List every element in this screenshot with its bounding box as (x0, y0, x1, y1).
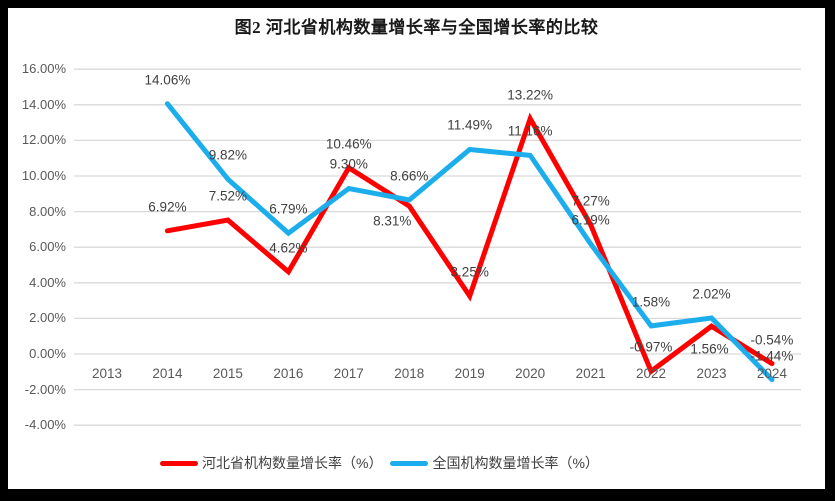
x-axis-tick-label: 2019 (454, 366, 485, 381)
x-axis-tick-label: 2023 (696, 366, 727, 381)
data-label: 6.92% (148, 199, 187, 215)
y-axis-tick-label: 0.00% (29, 346, 66, 361)
x-axis-tick-label: 2022 (636, 366, 667, 381)
data-label: 7.52% (208, 188, 248, 204)
data-label: -0.97% (629, 339, 673, 355)
data-label: 11.49% (447, 117, 493, 133)
x-axis-tick-label: 2013 (91, 366, 123, 381)
legend: 河北省机构数量增长率（%） 全国机构数量增长率（%） (160, 452, 599, 474)
chart-frame (8, 8, 825, 489)
data-label: 3.25% (450, 264, 489, 280)
y-axis-tick-label: 4.00% (29, 274, 66, 290)
y-axis-tick-label: -4.00% (24, 417, 66, 433)
x-axis-tick-label: 2014 (152, 366, 183, 381)
legend-label-national: 全国机构数量增长率（%） (432, 455, 599, 471)
data-label: 4.62% (269, 240, 308, 256)
x-axis-tick-label: 2020 (515, 366, 546, 381)
data-label: 8.66% (390, 168, 429, 184)
x-axis-tick-label: 2024 (756, 366, 787, 381)
data-label: 1.58% (631, 294, 671, 310)
y-axis-tick-label: 12.00% (21, 132, 66, 148)
y-axis-tick-label: -2.00% (24, 381, 66, 397)
chart-title: 图2 河北省机构数量增长率与全国增长率的比较 (234, 18, 599, 37)
data-label: 14.06% (144, 72, 191, 88)
legend-label-hebei: 河北省机构数量增长率（%） (202, 455, 383, 471)
data-label: 9.30% (329, 156, 368, 172)
x-axis-tick-label: 2015 (212, 366, 243, 381)
national-line-swatch (390, 460, 429, 466)
data-label: -0.54% (750, 332, 794, 348)
y-axis-tick-label: 8.00% (29, 203, 66, 219)
data-label: 9.82% (208, 147, 248, 163)
data-label: 11.16% (507, 123, 553, 139)
data-label: 10.46% (325, 136, 372, 152)
x-axis-tick-label: 2018 (394, 366, 425, 381)
y-axis-tick-label: 6.00% (29, 239, 66, 255)
y-axis-tick-label: 16.00% (21, 61, 66, 77)
data-label: -1.44% (750, 348, 794, 364)
legend-item-national: 全国机构数量增长率（%） (390, 453, 599, 473)
data-label: 8.31% (373, 213, 412, 229)
y-axis-tick-label: 2.00% (29, 310, 66, 326)
data-label: 2.02% (692, 286, 731, 302)
y-axis-tick-label: 14.00% (21, 96, 66, 112)
y-axis-tick-label: 10.00% (21, 168, 66, 183)
national-series-line (164, 101, 775, 383)
legend-item-hebei: 河北省机构数量增长率（%） (160, 453, 382, 473)
hebei-series-line (164, 112, 775, 376)
data-label: 13.22% (507, 87, 554, 103)
hebei-line-swatch (160, 460, 198, 466)
data-label: 1.56% (690, 341, 729, 357)
x-axis-tick-label: 2021 (575, 366, 606, 381)
data-label: 6.79% (269, 201, 308, 217)
x-axis-tick-label: 2017 (333, 366, 364, 381)
data-label: 6.19% (571, 212, 610, 228)
data-label: 7.27% (571, 193, 610, 209)
x-axis-tick-label: 2016 (273, 366, 304, 381)
